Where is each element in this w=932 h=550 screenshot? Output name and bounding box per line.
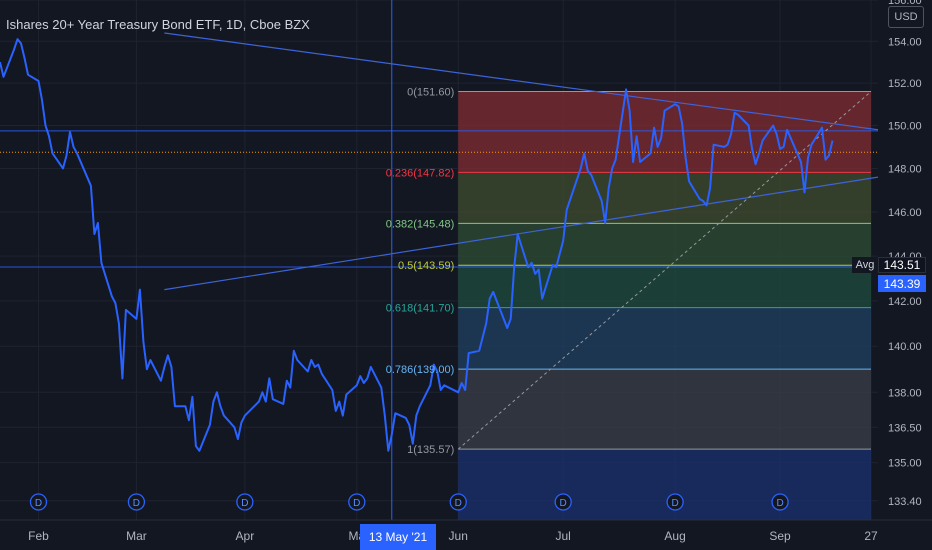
dividend-marker-label: D — [35, 498, 42, 509]
fib-band — [458, 449, 872, 520]
time-axis-bg — [0, 520, 932, 550]
price-tick-label: 136.50 — [888, 422, 922, 434]
price-tick-label: 156.00 — [888, 0, 922, 7]
fib-band — [458, 265, 872, 308]
fib-band — [458, 223, 872, 266]
fib-level-label: 0.5(143.59) — [398, 260, 454, 272]
fib-level-label: 1(135.57) — [407, 444, 454, 456]
fib-level-label: 0.786(139.00) — [386, 364, 455, 376]
dividend-marker — [666, 493, 684, 511]
price-tick-label: 148.00 — [888, 163, 922, 175]
price-tick-label: 138.00 — [888, 387, 922, 399]
trend-line — [164, 176, 879, 291]
fib-band — [458, 91, 872, 173]
time-tick-label: Sep — [769, 529, 791, 543]
price-series — [0, 38, 834, 452]
dividend-marker-label: D — [241, 498, 248, 509]
fib-diagonal — [457, 91, 872, 450]
dividend-marker — [29, 493, 48, 511]
currency-button[interactable]: USD — [888, 6, 924, 28]
price-tick-label: 133.40 — [888, 496, 922, 508]
fib-level-label: 0.236(147.82) — [386, 167, 455, 179]
dividend-marker — [771, 493, 789, 511]
time-tick-label: Feb — [28, 529, 49, 543]
fib-level-label: 0(151.60) — [407, 87, 454, 99]
overlay-lines — [0, 0, 879, 520]
fib-band — [458, 172, 872, 224]
fib-band — [458, 369, 872, 450]
dividend-marker — [554, 493, 572, 511]
dividend-marker — [449, 493, 467, 511]
chart-title: Ishares 20+ Year Treasury Bond ETF, 1D, … — [6, 17, 310, 32]
fibonacci-labels: 0(151.60) 0.236(147.82) 0.382(145.48) 0.5(1… — [386, 87, 455, 457]
time-tick-label: 27 — [864, 529, 878, 543]
dividend-marker-label: D — [560, 498, 567, 509]
price-tick-label: 140.00 — [888, 341, 922, 353]
crosshair-date-label: 13 May '21 — [360, 524, 436, 550]
price-tick-label: 135.00 — [888, 458, 922, 470]
trend-line — [164, 32, 879, 131]
time-tick-label: Mar — [126, 529, 147, 543]
fib-level-label: 0.382(145.48) — [386, 218, 455, 230]
dividend-marker — [348, 493, 366, 511]
price-tick-label: 154.00 — [888, 36, 922, 48]
dividend-marker-label: D — [671, 498, 678, 509]
avg-price-tag: 143.51 — [878, 257, 926, 273]
time-tick-label: Apr — [236, 529, 255, 543]
time-tick-label: Aug — [664, 529, 685, 543]
fib-band — [458, 307, 872, 370]
price-line-series — [0, 38, 834, 452]
time-tick-label: Jul — [556, 529, 571, 543]
price-tick-label: 142.00 — [888, 296, 922, 308]
time-tick-label: Jun — [449, 529, 468, 543]
dividend-marker-label: D — [776, 498, 783, 509]
price-tick-label: 150.00 — [888, 120, 922, 132]
dividend-marker — [127, 493, 146, 511]
dividend-marker — [236, 493, 254, 511]
dividend-marker-label: D — [353, 498, 360, 509]
avg-label: Avg — [852, 257, 878, 273]
last-price-tag: 143.39 — [878, 275, 926, 292]
fib-level-label: 0.618(141.70) — [386, 303, 455, 315]
time-axis[interactable]: Feb Mar Apr Ma Jun Jul Aug Sep 27 — [0, 519, 932, 550]
dividend-marker-label: D — [455, 498, 462, 509]
dividend-marker-label: D — [133, 498, 140, 509]
price-tick-label: 152.00 — [888, 78, 922, 90]
price-tick-label: 146.00 — [888, 207, 922, 219]
